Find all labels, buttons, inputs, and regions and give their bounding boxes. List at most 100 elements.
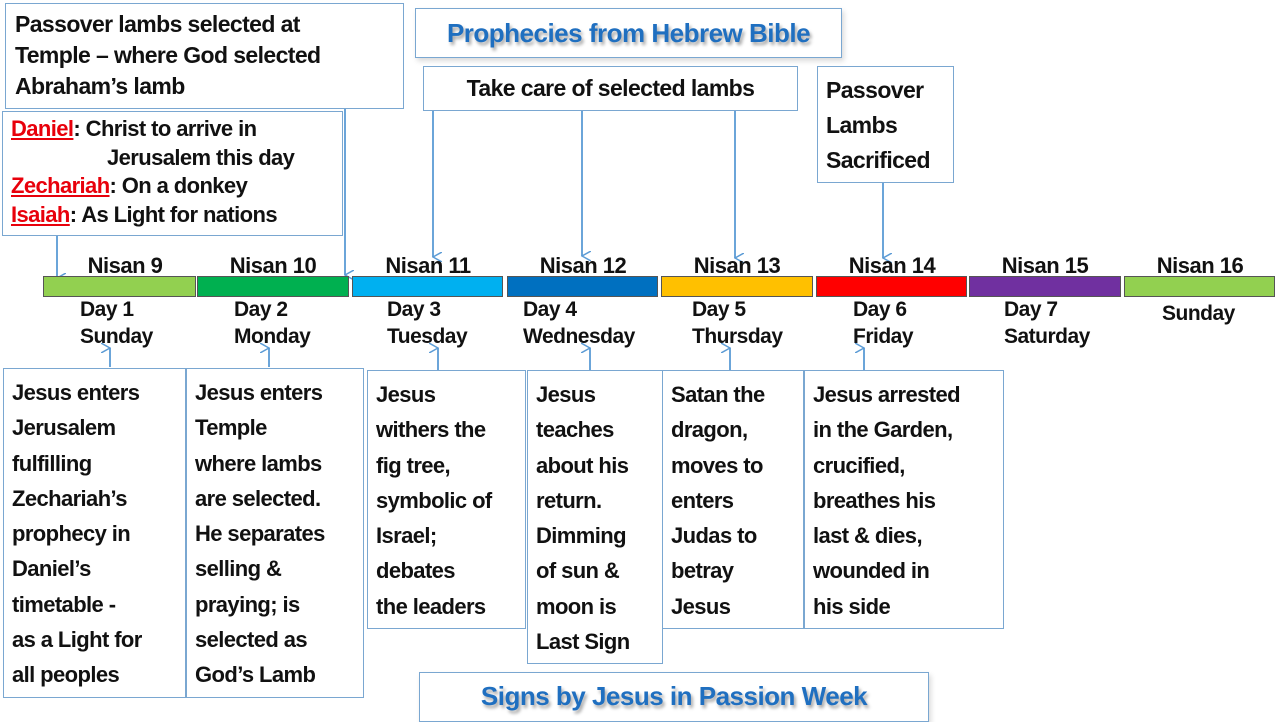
day-number: Day 4: [523, 298, 577, 321]
event-line: enters: [671, 487, 734, 513]
event-line: betray: [671, 558, 734, 584]
event-line: selected as: [195, 627, 308, 653]
callout-line: Passover: [826, 77, 924, 103]
event-line: Jesus enters: [195, 380, 323, 405]
prophets-callout: Daniel: Christ to arrive in Jerusalem th…: [2, 111, 343, 236]
event-line: God’s Lamb: [195, 662, 316, 688]
day-label: Day 4 Wednesday: [523, 296, 635, 350]
event-line: the leaders: [376, 593, 486, 619]
event-line: moon is: [536, 593, 617, 619]
prophet-zechariah: Zechariah: On a donkey: [11, 172, 334, 201]
event-line: wounded in: [813, 558, 930, 584]
day-label: Day 7 Saturday: [1004, 296, 1090, 350]
nisan-label: Nisan 10: [229, 253, 317, 278]
nisan-label: Nisan 12: [539, 253, 627, 278]
event-line: in the Garden,: [813, 417, 953, 443]
callout-line: Abraham’s lamb: [15, 73, 185, 99]
event-line: about his: [536, 452, 629, 478]
event-line: last & dies,: [813, 523, 923, 549]
day-label: Day 6 Friday: [853, 296, 914, 350]
event-line: fulfilling: [12, 450, 92, 476]
day-bar-1: [43, 276, 196, 297]
temple-callout: Passover lambs selected at Temple – wher…: [5, 3, 404, 109]
event-box-day1: Jesus enters Jerusalem fulfilling Zechariah…: [3, 368, 186, 698]
event-line: Temple: [195, 415, 267, 441]
nisan-label: Nisan 13: [693, 253, 781, 278]
weekday: Sunday: [1162, 302, 1235, 325]
prophecies-title: Prophecies from Hebrew Bible: [415, 8, 842, 58]
event-line: dragon,: [671, 417, 748, 443]
event-box-day5: Satan the dragon, moves to enters Judas to be…: [662, 370, 804, 629]
nisan-label: Nisan 11: [385, 253, 471, 278]
weekday: Wednesday: [523, 325, 635, 348]
event-line: Jesus enters: [12, 380, 140, 405]
day-bar-2: [197, 276, 349, 297]
nisan-label: Nisan 9: [87, 253, 163, 278]
day-bar-3: [352, 276, 503, 297]
event-line: Judas to: [671, 523, 757, 549]
event-line: Jesus: [671, 593, 731, 619]
event-line: withers the: [376, 417, 486, 443]
weekday: Sunday: [80, 325, 153, 348]
event-line: Dimming: [536, 523, 627, 549]
event-box-day2: Jesus enters Temple where lambs are selecte…: [186, 368, 364, 698]
prophet-text: : Christ to arrive in: [73, 116, 257, 141]
event-line: Last Sign: [536, 629, 630, 655]
day-number: Day 2: [234, 298, 288, 321]
event-line: are selected.: [195, 485, 321, 511]
prophet-text: Jerusalem this day: [107, 144, 295, 170]
care-callout: Take care of selected lambs: [423, 66, 798, 111]
weekday: Saturday: [1004, 325, 1090, 348]
prophet-text: : As Light for nations: [69, 201, 278, 227]
day-number: Day 1: [80, 298, 134, 321]
day-bar-4: [507, 276, 658, 297]
event-line: Jerusalem: [12, 415, 116, 441]
event-line: Jesus: [536, 382, 596, 407]
event-line: Jesus arrested: [813, 382, 961, 407]
event-line: crucified,: [813, 452, 905, 478]
day-number: Day 5: [692, 298, 746, 321]
weekday: Friday: [853, 325, 914, 348]
prophet-daniel: Daniel: Christ to arrive in: [11, 115, 334, 144]
event-line: symbolic of: [376, 487, 492, 513]
prophet-isaiah: Isaiah: As Light for nations: [11, 201, 334, 230]
day-label: Day 1 Sunday: [80, 296, 153, 350]
nisan-label: Nisan 16: [1156, 253, 1244, 278]
event-line: of sun &: [536, 558, 620, 584]
callout-line: Lambs: [826, 112, 898, 138]
prophet-name: Zechariah: [11, 173, 110, 198]
day-number: Day 6: [853, 298, 907, 321]
event-line: Jesus: [376, 382, 436, 407]
day-bar-5: [661, 276, 813, 297]
weekday: Monday: [234, 325, 311, 348]
event-line: He separates: [195, 521, 325, 547]
event-line: timetable -: [12, 591, 116, 617]
event-line: debates: [376, 558, 456, 584]
event-line: as a Light for: [12, 627, 142, 653]
day-bar-6: [816, 276, 967, 297]
day-bar-8: [1124, 276, 1275, 297]
callout-line: Passover lambs selected at: [15, 11, 300, 37]
event-line: return.: [536, 487, 602, 513]
event-line: fig tree,: [376, 452, 451, 478]
event-line: praying; is: [195, 591, 300, 617]
prophet-name: Daniel: [11, 116, 74, 141]
event-line: teaches: [536, 417, 614, 443]
prophet-daniel-cont: Jerusalem this day: [11, 144, 334, 173]
event-line: Zechariah’s: [12, 485, 127, 511]
prophet-text: : On a donkey: [109, 173, 248, 198]
event-line: prophecy in: [12, 521, 131, 547]
day-number: Day 7: [1004, 298, 1058, 321]
sacrificed-callout: Passover Lambs Sacrificed: [817, 66, 954, 183]
event-box-day6: Jesus arrested in the Garden, crucified, br…: [804, 370, 1004, 629]
event-line: selling &: [195, 556, 282, 582]
day-label: Day 2 Monday: [234, 296, 311, 350]
signs-title: Signs by Jesus in Passion Week: [419, 672, 929, 722]
nisan-label: Nisan 15: [1001, 253, 1089, 278]
nisan-label: Nisan 14: [848, 253, 936, 278]
event-box-day4: Jesus teaches about his return. Dimming of su…: [527, 370, 663, 664]
weekday: Tuesday: [387, 325, 468, 348]
event-line: breathes his: [813, 487, 936, 513]
event-line: Daniel’s: [12, 556, 91, 582]
